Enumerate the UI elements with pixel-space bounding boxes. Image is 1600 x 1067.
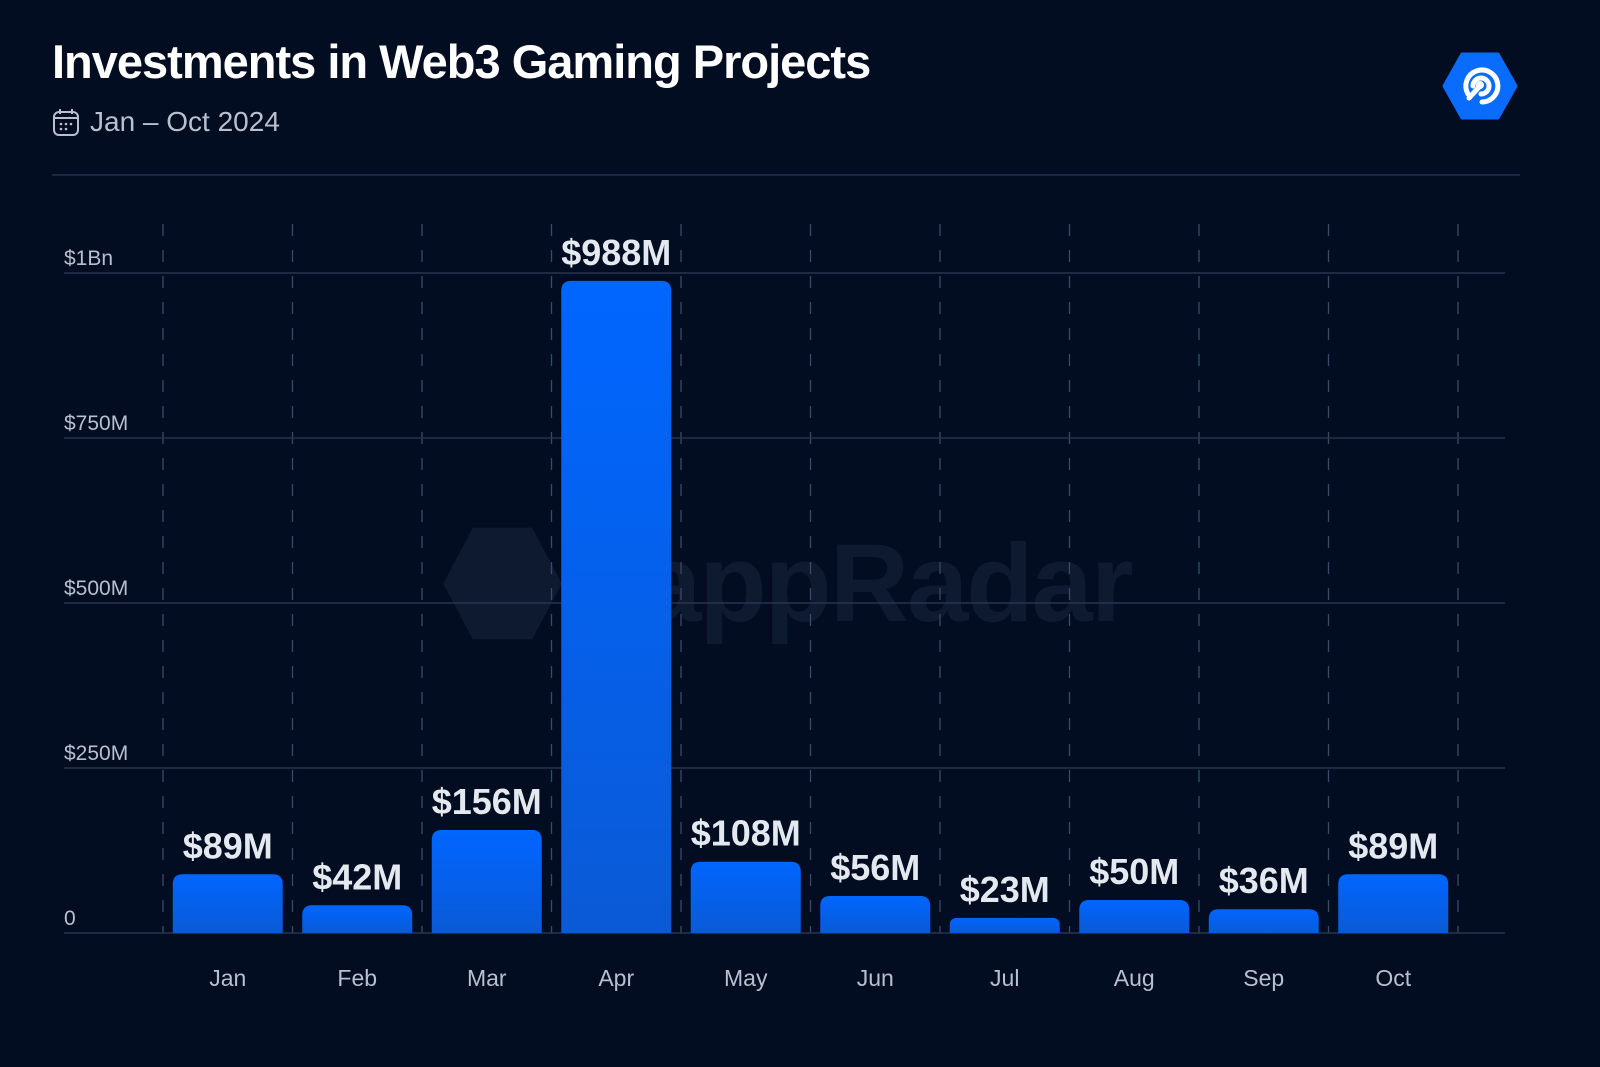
data-label: $50M	[1089, 851, 1179, 892]
dappradar-logo-icon	[1442, 52, 1518, 120]
bar-jan	[172, 874, 283, 933]
bar-sep	[1208, 909, 1319, 933]
bar-oct	[1338, 874, 1449, 933]
y-tick-label: $750M	[64, 412, 128, 435]
y-tick-label: $500M	[64, 577, 128, 600]
chart-title: Investments in Web3 Gaming Projects	[52, 35, 871, 88]
y-tick-label: $250M	[64, 742, 128, 765]
bar-feb	[302, 905, 413, 933]
bar-aug	[1079, 900, 1190, 933]
date-range-text: Jan – Oct 2024	[90, 106, 280, 137]
data-label: $89M	[183, 825, 273, 866]
data-label: $108M	[691, 813, 801, 854]
bar-jul	[949, 917, 1060, 933]
y-tick-label: 0	[64, 907, 76, 930]
header-divider	[52, 174, 1520, 176]
bar-may	[690, 861, 801, 933]
data-label: $23M	[960, 869, 1050, 910]
x-tick-label: Aug	[1114, 965, 1155, 991]
bar-apr	[561, 280, 672, 933]
y-tick-label: $1Bn	[64, 247, 113, 270]
x-tick-label: Jun	[857, 965, 894, 991]
data-label: $89M	[1348, 825, 1438, 866]
bar-jun	[820, 896, 931, 933]
bar-mar	[431, 830, 542, 933]
x-tick-label: Feb	[337, 965, 377, 991]
x-tick-label: Jan	[209, 965, 246, 991]
x-tick-label: Mar	[467, 965, 507, 991]
x-tick-label: Sep	[1243, 965, 1284, 991]
data-label: $56M	[830, 847, 920, 888]
x-tick-label: Apr	[598, 965, 634, 991]
data-label: $988M	[561, 232, 671, 273]
x-tick-label: May	[724, 965, 768, 991]
data-label: $36M	[1219, 860, 1309, 901]
data-label: $156M	[432, 781, 542, 822]
x-tick-label: Jul	[990, 965, 1019, 991]
x-tick-label: Oct	[1375, 965, 1411, 991]
date-range: Jan – Oct 2024	[52, 106, 280, 138]
data-label: $42M	[312, 856, 402, 897]
calendar-icon	[53, 109, 79, 136]
